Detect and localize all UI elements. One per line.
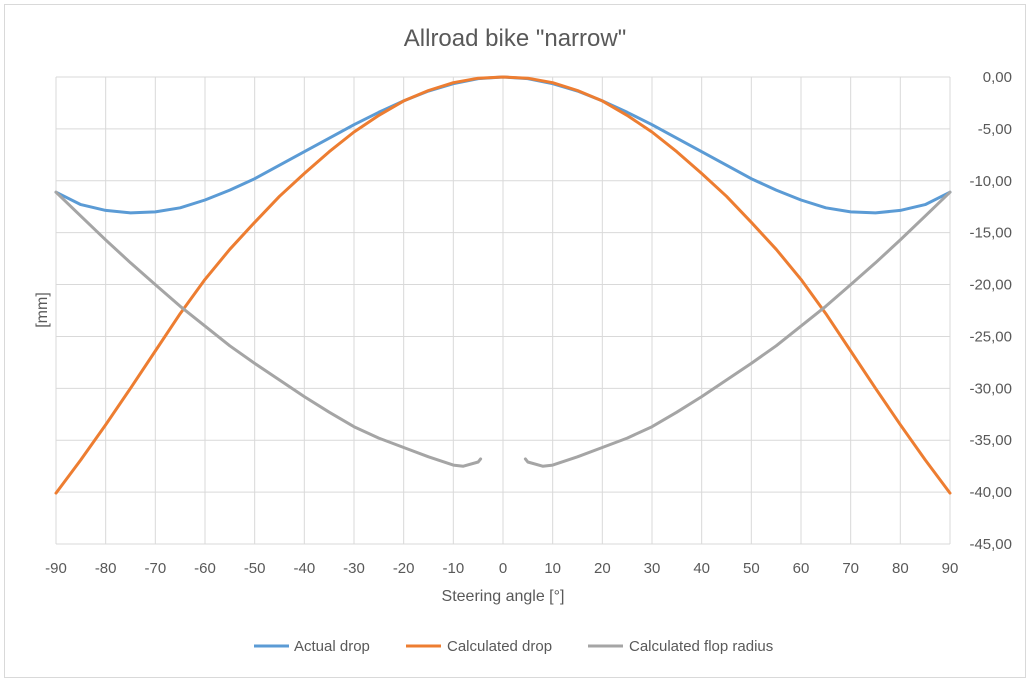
x-tick-label: 50	[743, 560, 760, 577]
x-tick-label: -40	[293, 560, 315, 577]
y-tick-label: 0,00	[983, 69, 1012, 86]
x-axis-title: Steering angle [°]	[442, 588, 565, 605]
x-tick-label: -10	[442, 560, 464, 577]
series-line-2	[54, 75, 952, 495]
y-tick-labels: 0,00 -5,00 -10,00 -15,00 -20,00 -25,00 -30,00 -…	[969, 69, 1012, 553]
y-tick-label: -30,00	[969, 380, 1012, 397]
x-tick-label: -50	[244, 560, 266, 577]
x-tick-label: 90	[942, 560, 959, 577]
legend-label: Actual drop	[294, 638, 370, 655]
y-axis-title: [mm]	[34, 292, 51, 328]
x-tick-label: 80	[892, 560, 909, 577]
y-tick-label: -25,00	[969, 328, 1012, 345]
x-tick-label: -20	[393, 560, 415, 577]
chart-frame	[4, 4, 1026, 678]
x-tick-label: 70	[842, 560, 859, 577]
legend: Actual drop Calculated drop Calculated flo…	[254, 638, 773, 655]
x-tick-label: 10	[544, 560, 561, 577]
x-tick-label: 20	[594, 560, 611, 577]
y-tick-label: -15,00	[969, 225, 1012, 242]
x-tick-label: 0	[499, 560, 507, 577]
y-tick-label: -35,00	[969, 432, 1012, 449]
chart-title: Allroad bike "narrow"	[404, 25, 626, 52]
y-tick-label: -20,00	[969, 277, 1012, 294]
legend-label: Calculated flop radius	[629, 638, 773, 655]
x-tick-label: 40	[693, 560, 710, 577]
x-tick-label: -60	[194, 560, 216, 577]
y-tick-label: -10,00	[969, 173, 1012, 190]
y-tick-label: -5,00	[978, 121, 1012, 138]
x-tick-label: -70	[144, 560, 166, 577]
x-tick-label: 60	[793, 560, 810, 577]
x-tick-label: -30	[343, 560, 365, 577]
series-line-3-segment-2	[523, 190, 952, 468]
y-tick-label: -45,00	[969, 536, 1012, 553]
x-tick-label: -90	[45, 560, 67, 577]
series-layer	[54, 75, 952, 495]
y-tick-label: -40,00	[969, 484, 1012, 501]
x-tick-label: -80	[95, 560, 117, 577]
x-tick-labels: -90 -80 -70 -60 -50 -40 -30 -20 -10 0 10 20 30 40 50 60…	[45, 560, 958, 577]
gridlines	[55, 76, 951, 545]
legend-label: Calculated drop	[447, 638, 552, 655]
series-line-3-segment-1	[54, 190, 483, 468]
x-tick-label: 30	[644, 560, 661, 577]
